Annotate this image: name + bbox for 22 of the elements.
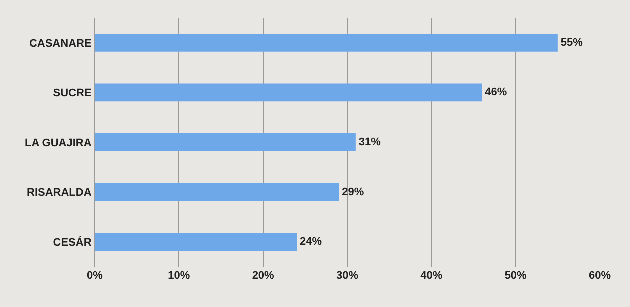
x-tick-label: 0%	[87, 270, 104, 282]
x-tick-label: 50%	[504, 270, 528, 282]
data-label: 46%	[485, 86, 508, 99]
data-label: 55%	[560, 36, 584, 49]
data-label: 29%	[342, 186, 364, 198]
data-label: 31%	[358, 136, 382, 148]
y-tick-label: CASANARE	[29, 38, 92, 50]
bar	[95, 84, 482, 102]
y-tick-label: RISARALDA	[27, 187, 92, 200]
x-tick-label: 10%	[168, 270, 190, 282]
bar	[95, 183, 340, 202]
x-tick-label: 20%	[252, 270, 275, 282]
y-tick-label: LA GUAJIRA	[24, 137, 92, 150]
bar	[95, 34, 558, 52]
y-tick-label: SUCRE	[53, 88, 92, 100]
bar	[95, 134, 356, 152]
data-label: 24%	[300, 236, 322, 248]
bar	[95, 233, 297, 252]
y-tick-label: CESÁR	[53, 236, 92, 249]
x-tick-label: 60%	[588, 270, 612, 282]
x-tick-label: 30%	[336, 270, 359, 282]
x-tick-label: 40%	[420, 270, 443, 282]
